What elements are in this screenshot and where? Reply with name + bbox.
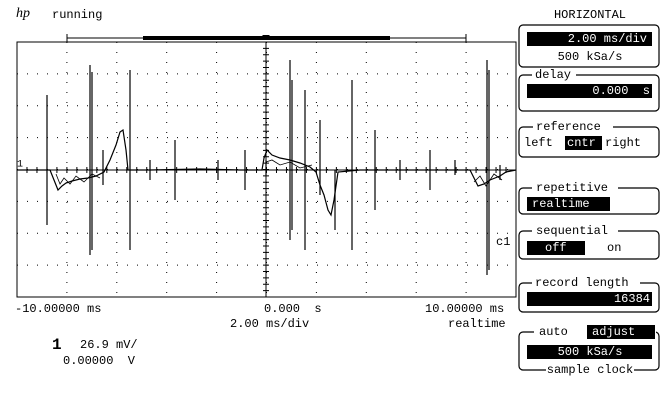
sample-clock-value: 500 kSa/s (558, 345, 623, 359)
repetitive-key[interactable]: repetitive realtime (518, 181, 660, 215)
reference-option: right (605, 136, 641, 150)
timebase-rate: 500 kSa/s (558, 50, 623, 64)
channel-scale: 26.9 mV/ (80, 338, 138, 352)
reference-option: left (524, 136, 553, 150)
waveform (17, 60, 517, 275)
record-length-label: record length (535, 276, 629, 290)
channel-offset: 0.00000 V (63, 354, 136, 368)
sample-clock-option-selected: adjust (592, 325, 635, 339)
timebase-value: 2.00 ms/div (568, 32, 647, 46)
sample-clock-option: auto (539, 325, 568, 339)
sequential-option: on (607, 241, 621, 255)
logo: hp (16, 6, 30, 21)
delay-value: 0.000 s (592, 84, 650, 98)
timebase-key[interactable]: 2.00 ms/div 500 kSa/s (518, 24, 660, 68)
sample-clock-label: sample clock (547, 363, 633, 377)
reference-key[interactable]: reference left cntr right (518, 120, 660, 158)
panel-title: HORIZONTAL (554, 8, 626, 22)
axis-right: 10.00000 ms (425, 302, 504, 316)
delay-key[interactable]: delay 0.000 s (518, 68, 660, 112)
axis-mode: realtime (448, 317, 506, 331)
reference-option-selected: cntr (567, 136, 596, 150)
axis-center: 0.000 s (264, 302, 322, 316)
sequential-key[interactable]: sequential off on (518, 224, 660, 260)
axis-scale: 2.00 ms/div (230, 317, 309, 331)
repetitive-label: repetitive (536, 181, 608, 195)
channel-number: 1 (52, 336, 62, 354)
delay-label: delay (535, 68, 571, 82)
channel-marker: 1 (17, 160, 23, 171)
memory-bar (66, 34, 467, 42)
record-length-value: 16384 (614, 292, 650, 306)
sequential-option-selected: off (545, 241, 567, 255)
record-length-key[interactable]: record length 16384 (518, 276, 660, 313)
sample-clock-key[interactable]: auto adjust 500 kSa/s sample clock (518, 325, 660, 377)
reference-label: reference (536, 120, 601, 134)
axis-left: -10.00000 ms (15, 302, 101, 316)
repetitive-value: realtime (532, 197, 590, 211)
trace-label: c1 (496, 235, 510, 249)
sequential-label: sequential (536, 224, 608, 238)
status: running (52, 8, 102, 22)
